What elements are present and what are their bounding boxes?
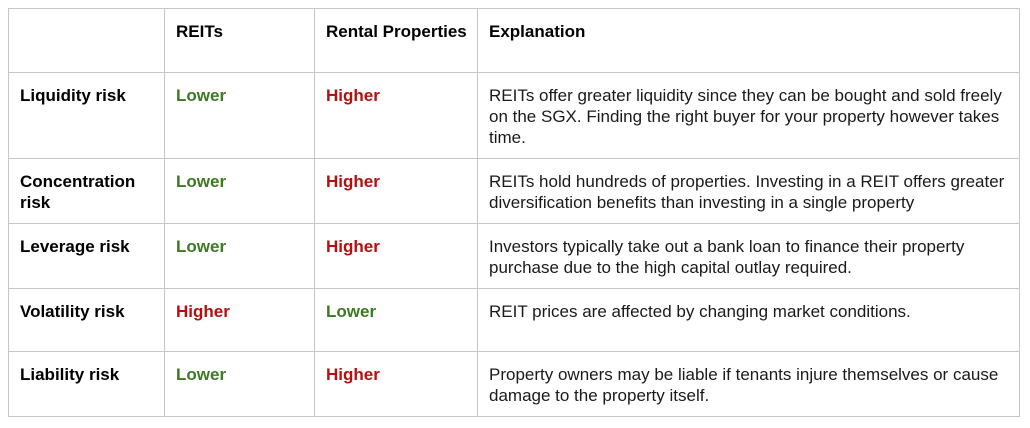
risk-comparison-table: REITs Rental Properties Explanation Liqu…	[8, 8, 1020, 417]
risk-name-cell: Liability risk	[8, 351, 165, 417]
risk-name-cell: Volatility risk	[8, 288, 165, 352]
rental-level-cell: Higher	[314, 351, 478, 417]
reits-level-cell: Higher	[164, 288, 315, 352]
risk-name-cell: Leverage risk	[8, 223, 165, 289]
risk-name-cell: Concentration risk	[8, 158, 165, 224]
risk-name-cell: Liquidity risk	[8, 72, 165, 159]
explanation-cell: REIT prices are affected by changing mar…	[477, 288, 1020, 352]
table-header-row: REITs Rental Properties Explanation	[8, 8, 1020, 73]
table-row: Volatility risk Higher Lower REIT prices…	[8, 288, 1020, 352]
reits-level-cell: Lower	[164, 158, 315, 224]
table-row: Liability risk Lower Higher Property own…	[8, 351, 1020, 417]
table-row: Liquidity risk Lower Higher REITs offer …	[8, 72, 1020, 159]
explanation-cell: REITs offer greater liquidity since they…	[477, 72, 1020, 159]
rental-level-cell: Higher	[314, 223, 478, 289]
header-explanation-cell: Explanation	[477, 8, 1020, 73]
reits-level-cell: Lower	[164, 223, 315, 289]
explanation-cell: Property owners may be liable if tenants…	[477, 351, 1020, 417]
header-risk-cell	[8, 8, 165, 73]
rental-level-cell: Higher	[314, 72, 478, 159]
reits-level-cell: Lower	[164, 72, 315, 159]
explanation-cell: Investors typically take out a bank loan…	[477, 223, 1020, 289]
rental-level-cell: Higher	[314, 158, 478, 224]
reits-level-cell: Lower	[164, 351, 315, 417]
explanation-cell: REITs hold hundreds of properties. Inves…	[477, 158, 1020, 224]
header-rental-cell: Rental Properties	[314, 8, 478, 73]
rental-level-cell: Lower	[314, 288, 478, 352]
table-row: Concentration risk Lower Higher REITs ho…	[8, 158, 1020, 224]
table-row: Leverage risk Lower Higher Investors typ…	[8, 223, 1020, 289]
header-reits-cell: REITs	[164, 8, 315, 73]
